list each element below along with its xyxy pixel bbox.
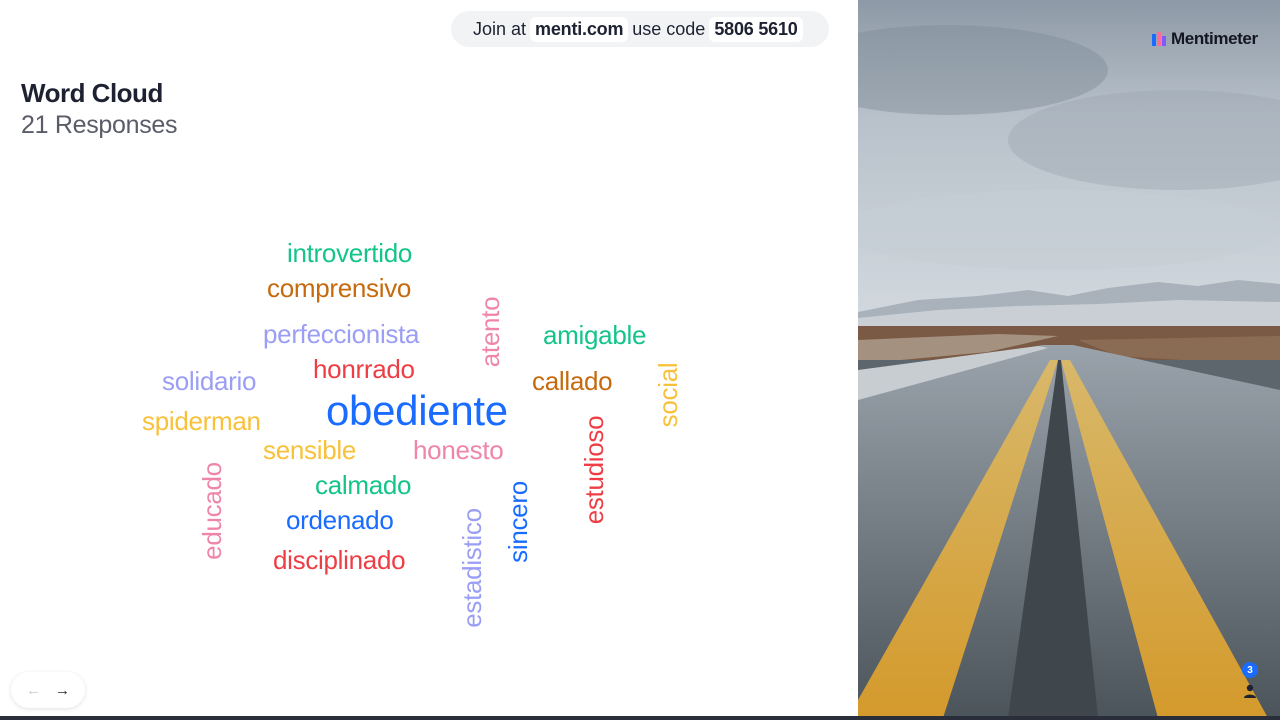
word-cloud-word: disciplinado bbox=[273, 545, 406, 575]
word-cloud-word: estadistico bbox=[457, 508, 487, 628]
word-cloud-word: ordenado bbox=[286, 505, 394, 535]
slide-navigation: ← → bbox=[11, 672, 85, 708]
word-cloud-word: callado bbox=[532, 366, 613, 396]
mentimeter-logo-icon bbox=[1152, 32, 1166, 46]
word-cloud-word: honrrado bbox=[313, 354, 415, 384]
join-code: 5806 5610 bbox=[709, 16, 803, 42]
bottom-divider bbox=[0, 716, 1280, 720]
word-cloud-word: perfeccionista bbox=[263, 319, 420, 349]
word-cloud-word: social bbox=[653, 362, 683, 428]
join-site[interactable]: menti.com bbox=[530, 16, 629, 42]
word-cloud-word: solidario bbox=[162, 366, 257, 396]
road-landscape-image bbox=[858, 0, 1280, 718]
word-cloud-word: estudioso bbox=[579, 415, 609, 525]
person-icon bbox=[1244, 684, 1256, 698]
word-cloud-word: atento bbox=[475, 296, 505, 368]
road-photo bbox=[858, 0, 1280, 718]
word-cloud-word: amigable bbox=[543, 320, 647, 350]
word-cloud-word: educado bbox=[197, 462, 227, 560]
join-prefix: Join at bbox=[473, 18, 527, 39]
response-count: 21 Responses bbox=[21, 111, 178, 139]
slide-canvas: Join at menti.com use code 5806 5610 Wor… bbox=[11, 11, 829, 708]
word-cloud: introvertido comprensivo perfeccionista ate… bbox=[142, 238, 683, 628]
word-cloud-word: sensible bbox=[263, 435, 356, 465]
join-middle: use code bbox=[632, 18, 706, 39]
word-cloud-word: comprensivo bbox=[267, 273, 412, 303]
slide-title: Word Cloud bbox=[21, 78, 163, 108]
word-cloud-word: introvertido bbox=[287, 238, 413, 268]
arrow-right-icon[interactable]: → bbox=[55, 681, 70, 699]
arrow-left-icon[interactable]: ← bbox=[26, 681, 41, 699]
word-cloud-word: spiderman bbox=[142, 406, 261, 436]
word-cloud-word: honesto bbox=[413, 435, 504, 465]
brand-name: Mentimeter bbox=[1171, 29, 1258, 48]
word-cloud-word: sincero bbox=[503, 481, 533, 563]
word-cloud-word: obediente bbox=[326, 387, 508, 434]
join-instructions: Join at menti.com use code 5806 5610 bbox=[451, 11, 829, 47]
participant-count-badge: 3 bbox=[1242, 662, 1258, 678]
audience-indicator[interactable]: 3 bbox=[1238, 662, 1264, 702]
brand: Mentimeter bbox=[1152, 29, 1258, 49]
word-cloud-word: calmado bbox=[315, 470, 412, 500]
